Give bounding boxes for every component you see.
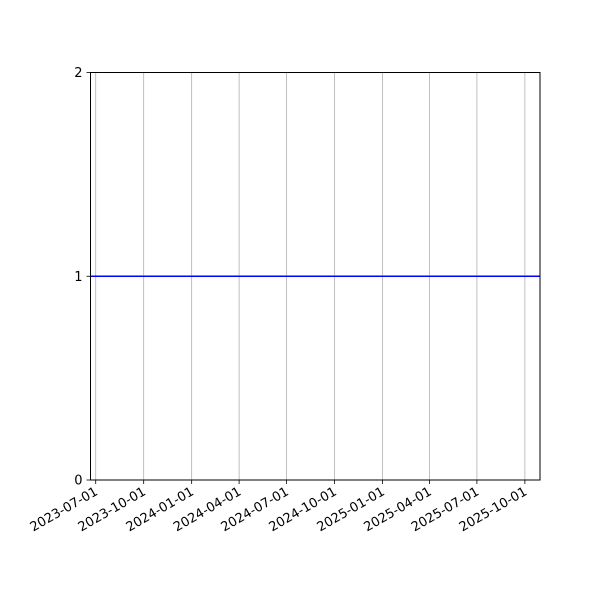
x-axis: 2023-07-012023-10-012024-01-012024-04-01…	[28, 480, 530, 535]
y-tick-label: 1	[74, 270, 82, 285]
y-tick-label: 0	[74, 474, 82, 489]
y-axis: 0 1 2	[74, 66, 91, 489]
y-tick-label: 2	[74, 66, 82, 81]
